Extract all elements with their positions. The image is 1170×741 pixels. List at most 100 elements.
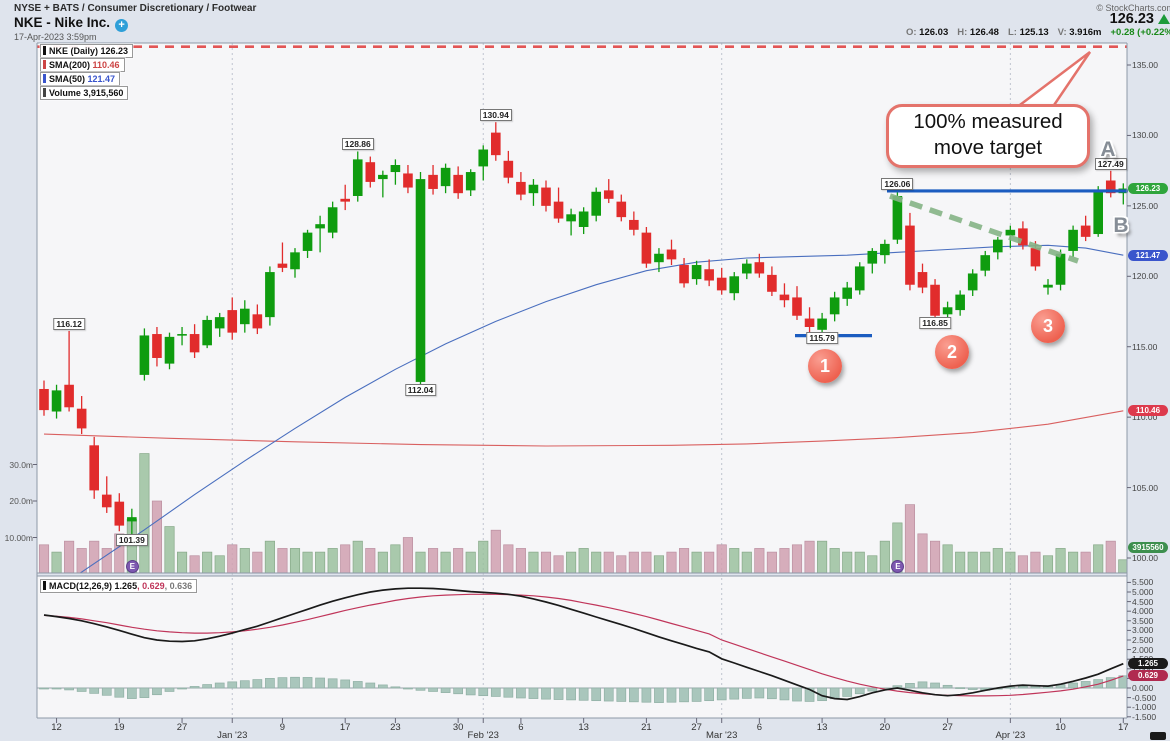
price-axis-label: 105.00 (1132, 482, 1158, 493)
legend-label: NKE (Daily) (49, 46, 99, 56)
macd-value: 1.265 (114, 581, 138, 591)
quote-value: 125.13 (1016, 27, 1049, 38)
callout-line1: 100% measured (913, 110, 1063, 133)
month-tick-label: Mar '23 (705, 730, 738, 741)
date-tick-label: 13 (816, 722, 828, 733)
macd-axis-label: -0.500 (1132, 692, 1157, 703)
price-pill-121.47: 121.47 (1128, 250, 1168, 262)
quote-label: L: (1007, 27, 1017, 38)
date-tick-label: 12 (51, 722, 62, 733)
date-tick-label: 23 (390, 722, 401, 733)
macd-line (43, 587, 1124, 701)
macd-axis-label: 0.000 (1132, 683, 1154, 693)
volume-axis-label: 10.00m (4, 532, 33, 543)
logo-mark (1150, 732, 1166, 740)
legend-item-volume[interactable]: Volume 3,915,560 (40, 86, 129, 100)
price-axis-label: 120.00 (1132, 271, 1158, 282)
macd-axis-label: 2.500 (1132, 635, 1154, 645)
last-price-readout: 126.23 (1110, 11, 1170, 27)
wave-circle-3[interactable]: 3 (1031, 309, 1065, 343)
copyright: © StockCharts.com (1096, 3, 1170, 13)
candlestick-series (39, 122, 1127, 539)
legend-chip (43, 60, 46, 69)
macd-axis-label: -1.500 (1132, 711, 1157, 722)
add-symbol-icon[interactable]: + (115, 19, 129, 32)
quote-value: 3.916m (1066, 27, 1102, 38)
price-axis-label: 110.00 (1132, 412, 1158, 423)
date-tick-label: 27 (176, 722, 188, 733)
date-tick-label: 30 (452, 722, 464, 733)
macd-value: , 0.629 (137, 581, 165, 591)
macd-axis-label: 5.000 (1132, 587, 1154, 597)
macd-axis-label: 5.500 (1132, 577, 1154, 588)
price-pill-126.23: 126.23 (1128, 183, 1168, 195)
last-price: 126.23 (1109, 11, 1154, 27)
legend-label: MACD(12,26,9) (49, 581, 113, 591)
date-tick-label: 20 (879, 722, 891, 733)
quote-value: 126.48 (967, 27, 999, 38)
macd-axis-label: 4.000 (1132, 606, 1154, 617)
date-tick-label: 21 (641, 722, 652, 733)
legend-chip (43, 581, 46, 590)
date-tick-label: 27 (691, 722, 702, 733)
legend-label: Volume (49, 88, 81, 98)
wave-circle-1[interactable]: 1 (808, 349, 842, 383)
macd-axis-label: -1.000 (1132, 702, 1157, 713)
macd-legend[interactable]: MACD(12,26,9) 1.265, 0.629, 0.636 (40, 579, 198, 593)
measured-move-callout: 100% measured move target (886, 104, 1090, 168)
date-tick-label: 10 (1055, 722, 1066, 733)
date-tick-label: 27 (942, 722, 953, 733)
wave-circle-2[interactable]: 2 (935, 335, 969, 369)
price-tag-126.06: 126.06 (881, 177, 914, 190)
volume-pill: 3915560 (1128, 541, 1168, 553)
price-axis-label: 100.00 (1132, 553, 1158, 563)
date-tick-label: 17 (339, 722, 351, 733)
legend-value: 3,915,560 (83, 88, 124, 98)
sma50-line (79, 244, 1124, 573)
wave-letter-A[interactable]: A (1100, 138, 1116, 161)
date-tick-label: 6 (518, 722, 524, 733)
sma200-line (43, 410, 1124, 447)
month-tick-label: Feb '23 (467, 730, 499, 741)
macd-axis-label: 2.000 (1132, 644, 1154, 655)
legend-item-sma-50-[interactable]: SMA(50) 121.47 (40, 72, 121, 86)
legend-item-sma-200-[interactable]: SMA(200) 110.46 (40, 58, 125, 72)
quote-label: V: (1057, 27, 1067, 38)
price-tag-112.04: 112.04 (404, 384, 437, 397)
price-tag-128.86: 128.86 (341, 138, 374, 151)
quote-label: O: (905, 27, 917, 38)
legend-value: 121.47 (87, 74, 116, 84)
legend-item-nke-daily-[interactable]: NKE (Daily) 126.23 (40, 44, 134, 58)
breadcrumb: NYSE + BATS / Consumer Discretionary / F… (14, 3, 257, 14)
callout-line2: move target (933, 136, 1043, 159)
volume-axis-label: 30.0m (9, 459, 33, 470)
legend-chip (43, 88, 46, 97)
trend-dashed-line[interactable] (889, 193, 1079, 264)
price-tag-116.85: 116.85 (919, 316, 951, 329)
legend-label: SMA(50) (49, 74, 86, 84)
volume-axis-label: 20.0m (9, 496, 33, 506)
price-tag-115.79: 115.79 (806, 331, 838, 344)
legend-label: SMA(200) (49, 60, 91, 70)
quote-change: +0.28 (+0.22%) (1110, 27, 1170, 38)
price-axis-label: 115.00 (1132, 341, 1158, 352)
price-tag-127.49: 127.49 (1094, 157, 1127, 170)
chart-datetime: 17-Apr-2023 3:59pm (14, 32, 97, 42)
price-axis-label: 135.00 (1132, 60, 1158, 70)
macd-axis-label: 3.000 (1132, 625, 1154, 636)
wave-letter-B[interactable]: B (1113, 214, 1129, 237)
month-tick-label: Jan '23 (217, 730, 248, 741)
up-arrow-icon (1158, 14, 1170, 24)
macd-pill-0.629: 0.629 (1128, 670, 1168, 682)
price-tag-116.12: 116.12 (53, 317, 85, 330)
macd-axis-label: 4.500 (1132, 596, 1154, 607)
legend-value: 110.46 (92, 60, 120, 70)
date-tick-label: 6 (756, 722, 762, 733)
quote-label: H: (957, 27, 968, 38)
date-tick-label: 13 (578, 722, 589, 733)
volume-bars (38, 453, 1127, 573)
price-axis-label: 125.00 (1132, 200, 1158, 211)
macd-value: , 0.636 (164, 581, 193, 591)
macd-axis-label: 3.500 (1132, 615, 1154, 626)
